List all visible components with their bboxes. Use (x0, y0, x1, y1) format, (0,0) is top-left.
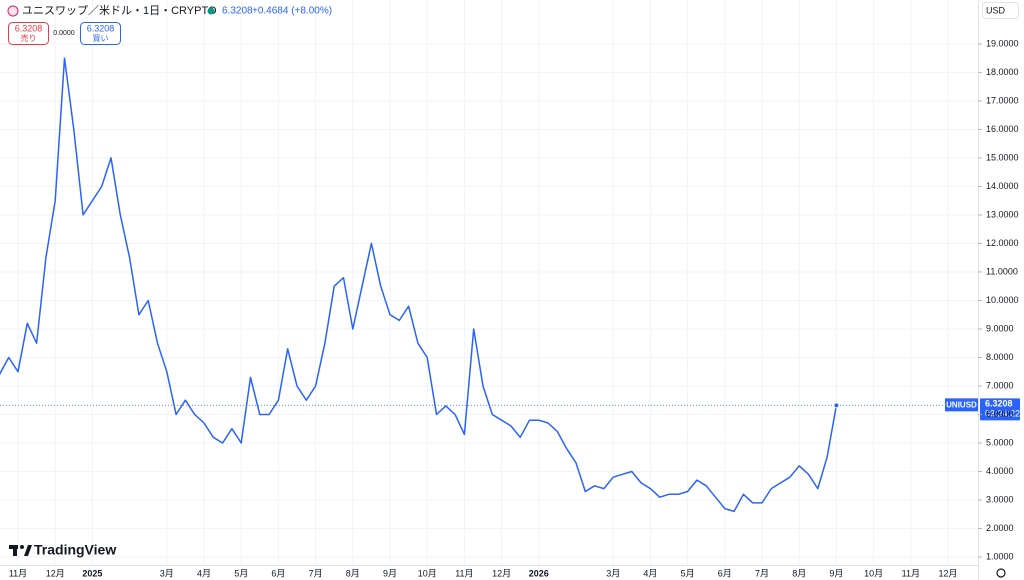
y-tick-label: 7.0000 (986, 380, 1014, 390)
x-tick-label: 11月 (455, 568, 473, 578)
settings-button[interactable] (996, 568, 1006, 578)
x-tick-label: 5月 (234, 568, 248, 578)
y-tick-label: 6.0000 (986, 409, 1014, 419)
y-tick-label: 10.0000 (986, 295, 1019, 305)
x-tick-label: 11月 (902, 568, 920, 578)
currency[interactable]: USD (986, 5, 1006, 15)
buy-box[interactable] (80, 22, 121, 45)
symbol-icon (7, 5, 19, 17)
y-tick-label: 3.0000 (986, 494, 1014, 504)
last-price: 6.3208 (222, 6, 253, 17)
sell-button[interactable]: 6.3208 売り (8, 22, 49, 45)
spread: 0.0000 (53, 30, 75, 37)
price-line (0, 57, 838, 513)
x-tick-label: 11月 (9, 568, 27, 578)
buy-button[interactable]: 6.3208 買い (80, 22, 121, 45)
x-tick-label: 8月 (346, 568, 360, 578)
price-tag: 6.3208 (985, 399, 1013, 409)
line-layer (0, 57, 978, 513)
x-tick-label: 10月 (418, 568, 437, 578)
y-tick-label: 13.0000 (986, 209, 1019, 219)
currency-button[interactable]: USD (982, 2, 1019, 19)
logo-shape (13, 545, 17, 556)
logo-shape (24, 545, 32, 556)
y-tick-label: 2.0000 (986, 523, 1014, 533)
y-tick-label: 14.0000 (986, 181, 1019, 191)
sell-label[interactable]: 売り (21, 33, 37, 43)
x-tick-label: 9月 (829, 568, 843, 578)
y-tick-label: 19.0000 (986, 38, 1019, 48)
logo-shape (20, 545, 24, 549)
price-change: +0.4684 (+8.00%) (252, 6, 332, 17)
sell-price[interactable]: 6.3208 (15, 23, 43, 33)
y-tick-label: 12.0000 (986, 238, 1019, 248)
y-tick-label: 9.0000 (986, 323, 1014, 333)
symbol-title: ユニスワップ／米ドル・1日・CRYPTO (22, 4, 217, 17)
x-tick-label: 3月 (606, 568, 620, 578)
grid-layer (0, 0, 978, 565)
symbol-tag-box (945, 398, 978, 412)
x-tick-label: 2025 (82, 568, 102, 578)
last-point (833, 402, 840, 409)
y-tick-label: 5.0000 (986, 437, 1014, 447)
x-tick-label: 10月 (864, 568, 883, 578)
market-status (207, 7, 215, 15)
symbol-tag: UNIUSD (946, 400, 977, 409)
buy-price[interactable]: 6.3208 (87, 23, 115, 33)
x-tick-label: 8月 (792, 568, 806, 578)
y-tick-label: 18.0000 (986, 67, 1019, 77)
x-tick-label: 5月 (681, 568, 695, 578)
logo: TradingView (9, 542, 116, 558)
y-tick-label: 1.0000 (986, 551, 1014, 561)
settings-icon[interactable] (996, 568, 1006, 578)
x-tick-label: 3月 (160, 568, 174, 578)
x-tick-label: 2026 (529, 568, 549, 578)
y-tick-label: 4.0000 (986, 466, 1014, 476)
currency-box[interactable] (982, 2, 1019, 19)
x-tick-label: 12月 (46, 568, 65, 578)
price-tag-box (980, 398, 1020, 421)
x-tick-label: 12月 (492, 568, 511, 578)
y-tick-label: 16.0000 (986, 124, 1019, 134)
sell-box[interactable] (8, 22, 49, 45)
countdown: 03:24:22 (985, 409, 1020, 419)
x-tick-label: 7月 (755, 568, 769, 578)
buy-label[interactable]: 買い (93, 34, 109, 43)
y-tick-label: 15.0000 (986, 152, 1019, 162)
x-tick-label: 12月 (938, 568, 957, 578)
x-tick-label: 4月 (197, 568, 211, 578)
y-tick-label: 11.0000 (986, 266, 1018, 276)
x-tick-label: 6月 (718, 568, 732, 578)
brand: TradingView (34, 542, 116, 558)
y-tick-label: 17.0000 (986, 95, 1019, 105)
x-tick-label: 9月 (383, 568, 397, 578)
x-tick-label: 6月 (271, 568, 285, 578)
y-tick-label: 8.0000 (986, 352, 1014, 362)
x-tick-label: 4月 (643, 568, 657, 578)
x-tick-label: 7月 (309, 568, 323, 578)
